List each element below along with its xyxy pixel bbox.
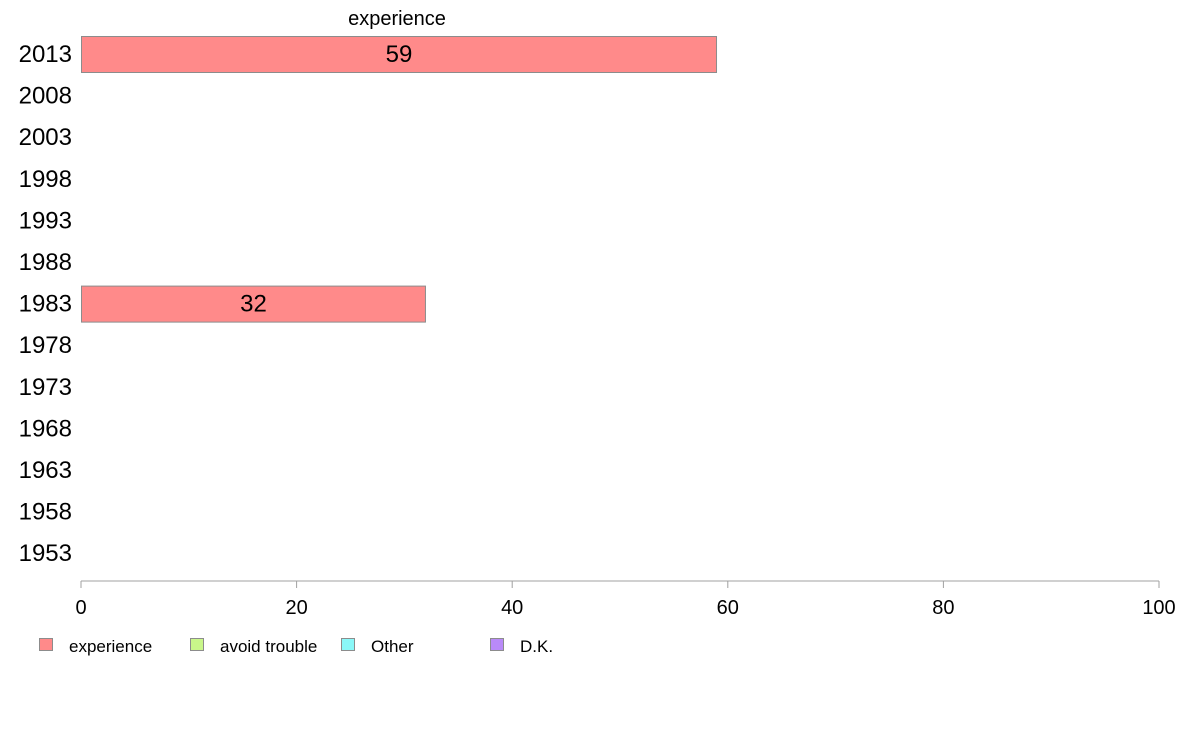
y-label-1973: 1973: [19, 374, 72, 401]
y-label-2003: 2003: [19, 124, 72, 151]
bar-2013: [81, 36, 718, 73]
x-tick-label-80: 80: [932, 597, 954, 619]
y-label-1983: 1983: [19, 291, 72, 318]
x-tick-label-0: 0: [75, 597, 86, 619]
y-label-1963: 1963: [19, 457, 72, 484]
x-tick-label-40: 40: [501, 597, 523, 619]
y-axis-labels: 2013 2008 2003 1998 1993 1988 1983 1978 1973 1968…: [19, 41, 72, 567]
y-label-1978: 1978: [19, 332, 72, 359]
y-label-1953: 1953: [19, 540, 72, 567]
data-label-1983: 32: [240, 291, 267, 318]
legend-label-2: Other: [371, 637, 414, 656]
x-tick-label-60: 60: [717, 597, 739, 619]
bar-1983: [81, 285, 426, 323]
x-axis: 0 20 40 60 80 100: [75, 580, 1176, 619]
legend-swatch-0: [39, 638, 53, 651]
y-label-1958: 1958: [19, 499, 72, 526]
legend-label-0: experience: [69, 637, 152, 656]
y-label-1968: 1968: [19, 415, 72, 442]
y-label-1993: 1993: [19, 207, 72, 234]
legend-swatch-2: [341, 638, 355, 651]
legend-swatch-3: [490, 638, 504, 651]
x-tick-label-100: 100: [1142, 597, 1175, 619]
legend-label-3: D.K.: [520, 637, 553, 656]
y-label-2013: 2013: [19, 41, 72, 68]
data-label-2013: 59: [386, 41, 413, 68]
legend-label-1: avoid trouble: [220, 637, 317, 656]
bars: 59 32: [81, 36, 718, 323]
x-tick-label-20: 20: [285, 597, 307, 619]
y-label-1988: 1988: [19, 249, 72, 276]
y-label-2008: 2008: [19, 83, 72, 110]
legend-swatch-1: [190, 638, 204, 651]
series-label: experience: [348, 8, 446, 30]
y-label-1998: 1998: [19, 166, 72, 193]
legend: experience avoid trouble Other D.K.: [39, 637, 553, 656]
